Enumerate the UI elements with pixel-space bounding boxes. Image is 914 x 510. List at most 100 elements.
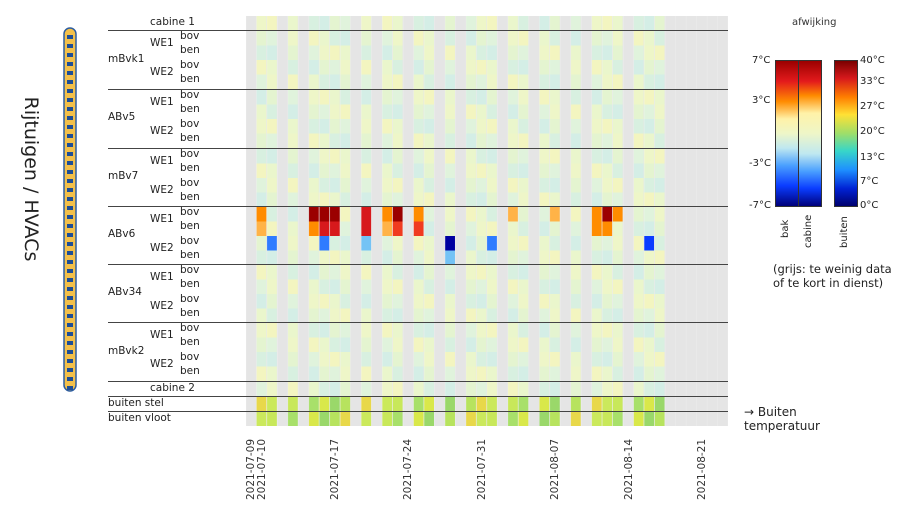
heatmap-cell [329,412,340,426]
heatmap-cell [392,31,403,46]
heatmap-cell [340,104,351,119]
heatmap-cell [476,366,487,381]
heatmap-cell [518,294,529,309]
car-label: ABv5 [108,111,136,123]
heatmap-cell [487,119,497,134]
bov-label: bov [180,206,200,218]
heatmap-cell [256,16,267,30]
heatmap-cell [445,250,455,265]
heatmap-cell [612,192,623,207]
heatmap-cell [266,74,277,89]
heatmap-cell [413,60,424,75]
heatmap-cell [487,60,497,75]
heatmap-cell [602,119,613,134]
heatmap-cell [329,178,340,193]
train-window [67,341,73,345]
temp-tick: 27°C [860,101,885,112]
heatmap-cell [476,337,487,352]
heatmap-cell [256,412,267,426]
heatmap-cell [392,221,403,236]
heatmap-cell [361,412,372,426]
heatmap-cell [487,221,497,236]
heatmap-cell [612,60,623,75]
heatmap-cell [308,294,319,309]
we2-label: WE2 [150,125,174,137]
heatmap-cell [570,397,581,411]
heatmap-cell [466,90,476,105]
heatmap-cell [476,308,487,323]
colorbar-label-cabine: cabine [803,214,814,248]
heatmap-cell [424,337,435,352]
heatmap-cell [266,352,277,367]
heatmap-cell [539,323,550,338]
heatmap-cell [487,16,497,30]
heatmap-cell [644,192,655,207]
heatmap-cell [507,90,518,105]
heatmap-cell [266,308,277,323]
heatmap-cell [340,31,351,46]
bov-label: bov [180,264,200,276]
train-window [67,71,73,75]
heatmap-cell [266,382,277,396]
heatmap-cell [287,382,298,396]
heatmap-cell [361,323,372,338]
heatmap-cell [507,45,518,60]
heatmap-cell [361,74,372,89]
heatmap-cell [612,149,623,164]
dev-tick: -3°C [749,158,771,169]
train-window [67,350,73,354]
heatmap-cell [549,294,560,309]
heatmap-cell [591,366,602,381]
heatmap-cell [644,45,655,60]
heatmap-cell [319,119,330,134]
heatmap-cell [445,149,455,164]
heatmap-cell [602,352,613,367]
heatmap-cell [424,221,435,236]
heatmap-cell [518,308,529,323]
heatmap-cell [507,178,518,193]
train-window [67,233,73,237]
heatmap-cell [507,294,518,309]
heatmap-cell [539,74,550,89]
we1-label: WE1 [150,213,174,225]
heatmap-cell [466,178,476,193]
heatmap-cell [539,250,550,265]
heatmap-cell [518,133,529,148]
train-window [67,44,73,48]
heatmap-cell [445,163,455,178]
heatmap-cell [424,323,435,338]
heatmap-cell [487,149,497,164]
heatmap-cell [361,352,372,367]
heatmap-cell [256,90,267,105]
heatmap-cell [466,308,476,323]
heatmap-cell [612,412,623,426]
heatmap-cell [476,149,487,164]
we2-label: WE2 [150,184,174,196]
heatmap-cell [507,163,518,178]
heatmap-cell [549,352,560,367]
heatmap-cell [445,133,455,148]
heatmap-cell [602,16,613,30]
heatmap-cell [476,45,487,60]
heatmap-cell [287,265,298,280]
heatmap-cell [361,133,372,148]
heatmap-cell [654,16,665,30]
legend-title: afwijking [792,17,837,28]
heatmap-cell [633,192,644,207]
heatmap-cell [382,90,393,105]
dev-tick: 3°C [752,95,771,106]
heatmap-cell [549,31,560,46]
heatmap-cell [424,397,435,411]
train-window [67,296,73,300]
heatmap-cell [476,352,487,367]
heatmap-cell [654,366,665,381]
heatmap-cell [654,31,665,46]
heatmap-cell [445,308,455,323]
heatmap-cell [539,221,550,236]
train-window [67,179,73,183]
heatmap-cell [539,279,550,294]
heatmap-cell [518,221,529,236]
heatmap-cell [424,207,435,222]
heatmap-cell [507,323,518,338]
heatmap-cell [256,149,267,164]
